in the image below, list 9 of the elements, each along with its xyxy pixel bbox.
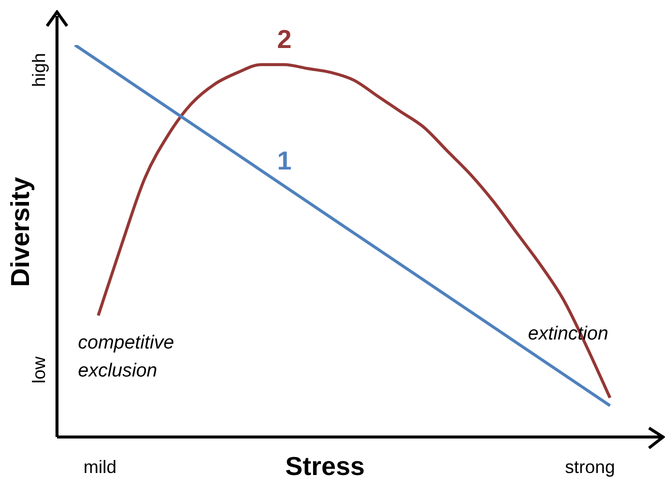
text: high	[28, 52, 49, 88]
y-axis-title: Diversity	[5, 176, 36, 287]
text: mild	[83, 456, 117, 477]
text: strong	[564, 456, 616, 477]
series-label: 2	[277, 24, 292, 54]
x-axis-title: Stress	[285, 451, 365, 482]
text: low	[28, 356, 49, 384]
annotation: competitive exclusion	[78, 332, 174, 382]
series-label: 1	[277, 145, 292, 176]
